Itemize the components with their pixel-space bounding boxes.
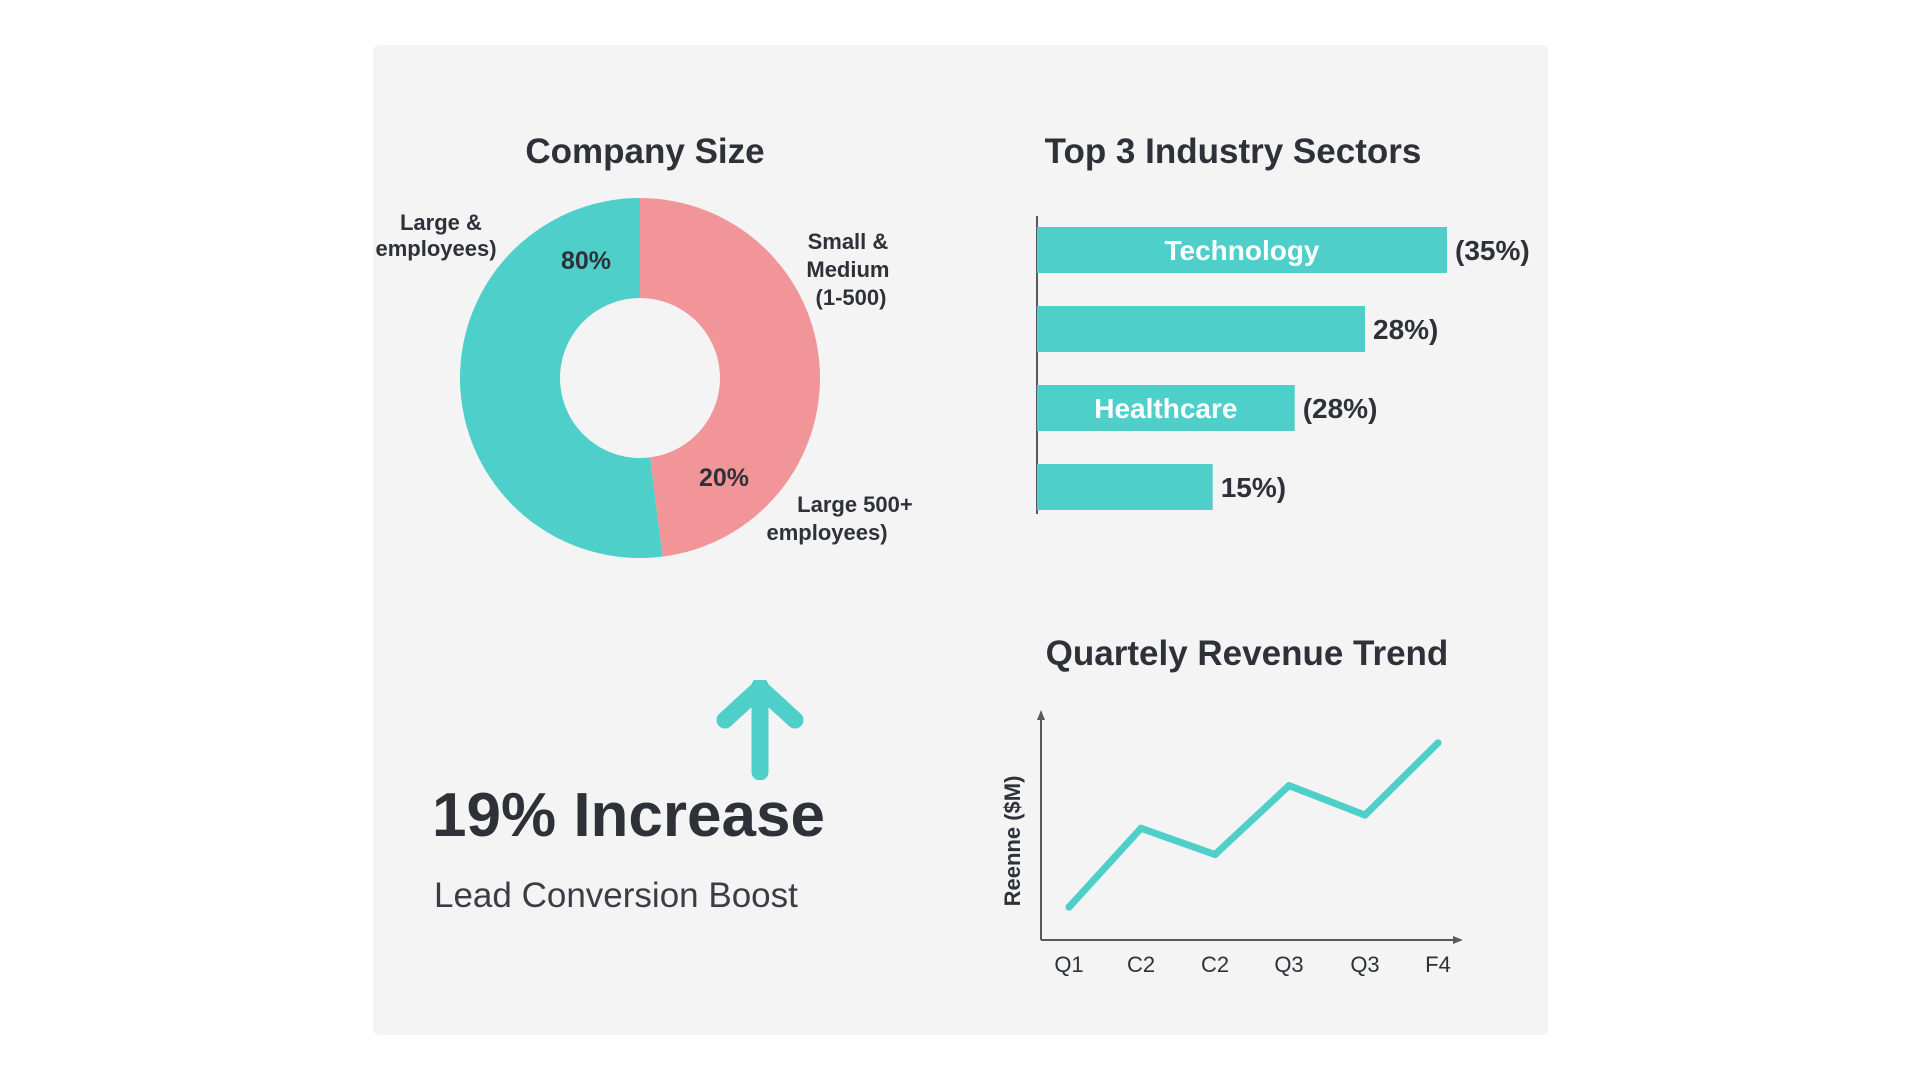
donut-annotation-20: 20% [699, 464, 749, 492]
slice-label-large: Large & employees) [375, 210, 496, 261]
donut-slice-0 [640, 198, 821, 557]
bar-value-label-0: (35%) [1455, 235, 1530, 266]
x-tick-label-4: Q3 [1350, 952, 1379, 977]
revenue-point-5 [1434, 739, 1442, 747]
bar-inside-label-2: Healthcare [1094, 393, 1237, 424]
bar-1 [1037, 306, 1365, 352]
donut-chart: Company Size Small & Medium (1-500) Larg… [375, 132, 918, 558]
bar-0 [1037, 227, 1447, 273]
line-chart-title: Quartely Revenue Trend [1046, 634, 1449, 673]
donut-annotation-80: 80% [561, 247, 611, 275]
donut-slices [460, 198, 821, 558]
bar-marks: Technology (35%) 28%) Healthcare (28%) 15%) [1037, 227, 1530, 510]
kpi-value: 19% Increase [432, 781, 825, 850]
revenue-point-2 [1211, 851, 1219, 859]
x-tick-label-5: F4 [1425, 952, 1451, 977]
bar-value-label-2: (28%) [1303, 393, 1378, 424]
line-chart-y-label: Reenne ($M) [1000, 776, 1025, 907]
revenue-point-0 [1065, 903, 1073, 911]
line-marks: Q1 C2 C2 Q3 Q3 F4 [1054, 739, 1451, 977]
x-tick-label-3: Q3 [1274, 952, 1303, 977]
x-tick-label-2: C2 [1201, 952, 1229, 977]
bar-3 [1037, 464, 1213, 510]
donut-slice-1 [460, 198, 663, 558]
x-tick-label-0: Q1 [1054, 952, 1083, 977]
slice-label-small-medium: Small & Medium (1-500) [806, 229, 895, 310]
bar-2 [1037, 385, 1295, 431]
bar-value-label-1: 28%) [1373, 314, 1438, 345]
revenue-point-4 [1361, 811, 1369, 819]
bar-chart: Top 3 Industry Sectors Technology (35%) 28… [1036, 132, 1530, 514]
x-axis-arrow-icon [1453, 936, 1463, 944]
up-arrow-icon [716, 680, 804, 780]
bar-inside-label-0: Technology [1164, 235, 1319, 266]
line-chart: Quartely Revenue Trend Reenne ($M) Q1 C2 C… [1000, 634, 1463, 977]
y-axis-arrow-icon [1037, 710, 1045, 720]
kpi-caption: Lead Conversion Boost [434, 876, 798, 915]
donut-annotation-large-500: Large 500+ employees) [766, 492, 918, 545]
donut-chart-title: Company Size [525, 132, 764, 171]
revenue-point-3 [1285, 782, 1293, 790]
bar-chart-title: Top 3 Industry Sectors [1045, 132, 1422, 171]
bar-value-label-3: 15%) [1221, 472, 1286, 503]
revenue-line [1065, 739, 1442, 911]
x-tick-label-1: C2 [1127, 952, 1155, 977]
revenue-point-1 [1137, 824, 1145, 832]
